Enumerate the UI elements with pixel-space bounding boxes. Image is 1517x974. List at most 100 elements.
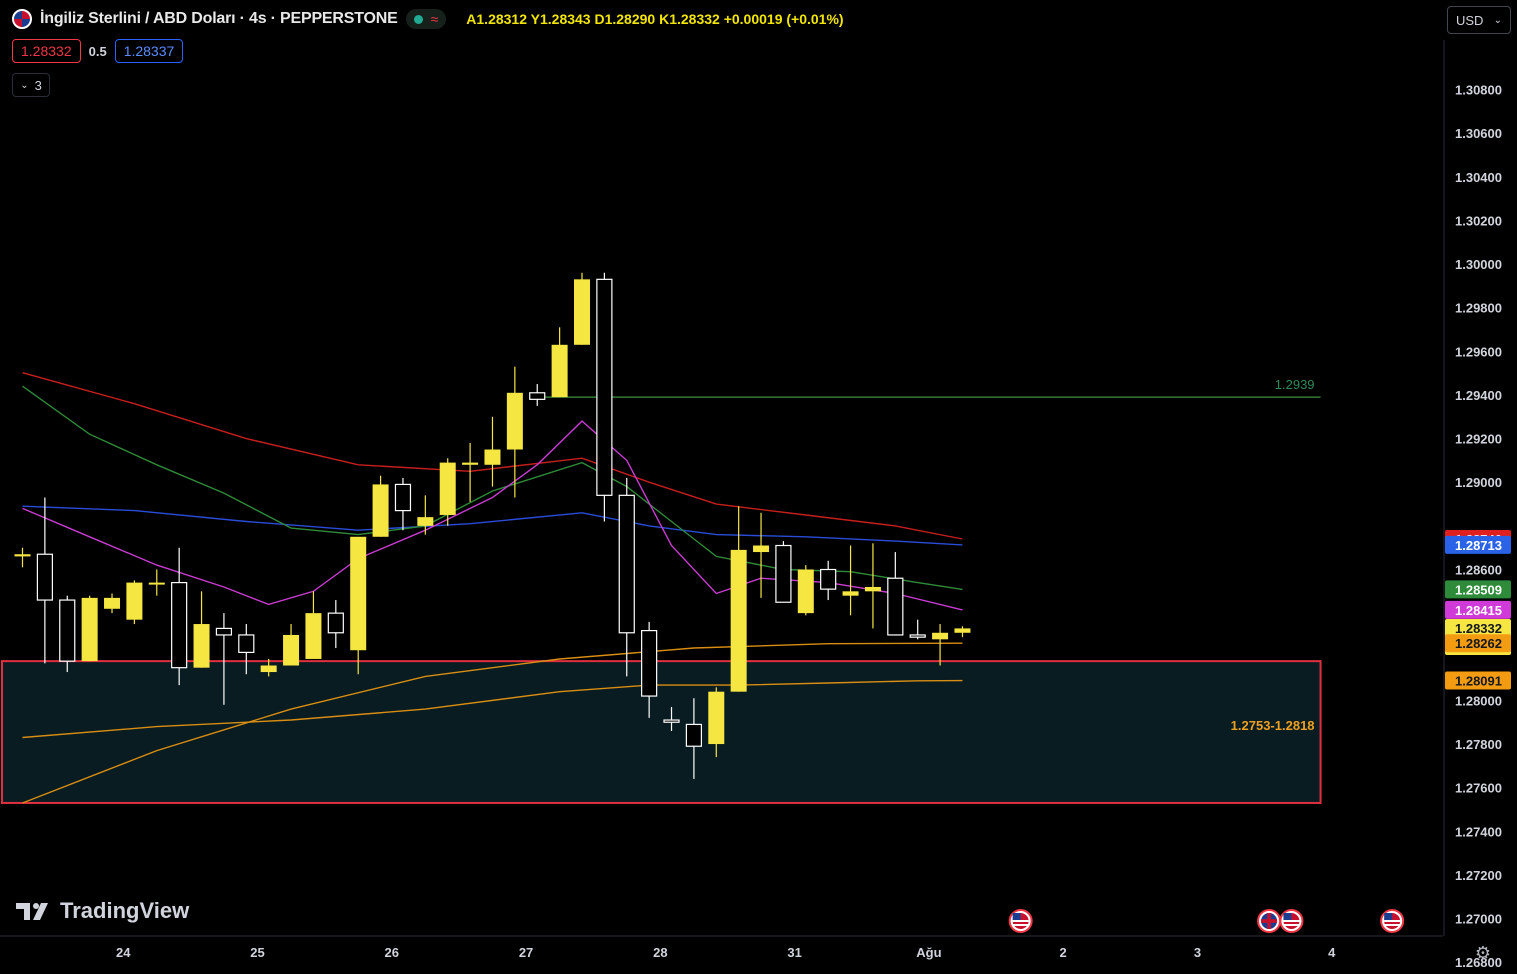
candle[interactable] bbox=[36, 497, 53, 664]
candle[interactable] bbox=[350, 536, 367, 675]
candle[interactable] bbox=[641, 621, 658, 718]
candle[interactable] bbox=[551, 327, 568, 398]
candle[interactable] bbox=[753, 512, 770, 598]
candle-body bbox=[283, 634, 300, 666]
candle[interactable] bbox=[81, 595, 98, 662]
candle[interactable] bbox=[864, 543, 881, 629]
buy-button[interactable]: 1.28337 bbox=[114, 39, 184, 63]
candle[interactable] bbox=[887, 552, 904, 636]
currency-value: USD bbox=[1456, 12, 1484, 28]
candle[interactable] bbox=[126, 580, 143, 625]
candle[interactable] bbox=[506, 366, 523, 498]
candle-body bbox=[104, 597, 121, 609]
candle[interactable] bbox=[372, 475, 389, 537]
candle[interactable] bbox=[484, 416, 501, 487]
candle[interactable] bbox=[104, 593, 121, 614]
candle[interactable] bbox=[909, 619, 926, 640]
time-tick-label: 24 bbox=[116, 945, 131, 960]
price-tick-label: 1.30200 bbox=[1455, 213, 1502, 228]
candle[interactable] bbox=[305, 591, 322, 659]
candle[interactable] bbox=[439, 458, 456, 526]
symbol-title[interactable]: İngiliz Sterlini / ABD Doları · 4s · PEP… bbox=[40, 10, 398, 27]
market-open-dot-icon bbox=[413, 14, 423, 24]
candle[interactable] bbox=[842, 545, 859, 616]
candle-body bbox=[708, 691, 725, 745]
us-flag-icon[interactable] bbox=[1380, 909, 1405, 933]
price-tick-label: 1.29600 bbox=[1455, 344, 1502, 359]
price-axis-tag bbox=[1445, 535, 1511, 554]
candle-body bbox=[394, 483, 412, 512]
candle[interactable] bbox=[260, 658, 277, 677]
candle-body bbox=[439, 462, 456, 515]
price-tick-label: 1.27600 bbox=[1455, 781, 1502, 796]
price-axis-tag-value: 1.28509 bbox=[1455, 582, 1502, 597]
candle[interactable] bbox=[954, 626, 971, 638]
sell-button[interactable]: 1.28332 bbox=[12, 39, 81, 63]
candle[interactable] bbox=[685, 698, 703, 779]
time-tick-label: 28 bbox=[653, 945, 667, 960]
candle[interactable] bbox=[394, 477, 412, 531]
candle[interactable] bbox=[708, 687, 725, 758]
tradingview-mark-icon bbox=[16, 903, 48, 920]
demand-zone[interactable] bbox=[1, 660, 1322, 804]
candle-body bbox=[685, 723, 703, 747]
candle-body bbox=[842, 591, 859, 596]
price-tick-label: 1.30600 bbox=[1455, 126, 1502, 141]
candle[interactable] bbox=[574, 272, 590, 345]
candle[interactable] bbox=[417, 495, 434, 535]
candle[interactable] bbox=[596, 272, 613, 522]
spread-value: 0.5 bbox=[88, 43, 107, 59]
candle[interactable] bbox=[193, 591, 210, 668]
candle[interactable] bbox=[171, 547, 188, 686]
price-axis-tag bbox=[1445, 671, 1511, 690]
candle[interactable] bbox=[932, 624, 949, 666]
price-tick-label: 1.27800 bbox=[1455, 737, 1502, 752]
gear-icon[interactable]: ⚙ bbox=[1474, 942, 1492, 963]
candle-body bbox=[462, 462, 479, 465]
candle[interactable] bbox=[59, 595, 76, 673]
price-axis-tag bbox=[1445, 580, 1511, 599]
candle-body bbox=[305, 613, 322, 659]
symbol-header[interactable]: İngiliz Sterlini / ABD Doları · 4s · PEP… bbox=[12, 8, 844, 30]
candle-body bbox=[797, 569, 814, 614]
resistance-label: 1.2939 bbox=[1275, 377, 1315, 392]
candle[interactable] bbox=[238, 624, 255, 675]
candle-body bbox=[506, 392, 523, 450]
candle-body bbox=[260, 665, 277, 673]
candle-body bbox=[14, 554, 31, 557]
candle[interactable] bbox=[618, 477, 635, 677]
wave-icon: ≈ bbox=[430, 11, 439, 27]
uk-flag-icon[interactable] bbox=[1257, 909, 1282, 933]
tradingview-logo[interactable]: TradingView bbox=[16, 898, 189, 924]
us-flag-icon[interactable] bbox=[1279, 909, 1304, 933]
candle[interactable] bbox=[462, 442, 479, 502]
currency-select[interactable]: USD ⌄ bbox=[1447, 6, 1511, 34]
price-axis-tag bbox=[1445, 600, 1511, 619]
event-flag-stripe bbox=[1012, 924, 1029, 926]
candle-body bbox=[529, 392, 546, 400]
candle-body bbox=[215, 627, 233, 636]
ema-line-1 bbox=[22, 372, 963, 540]
candle[interactable] bbox=[820, 560, 837, 601]
candle[interactable] bbox=[797, 565, 814, 616]
candle[interactable] bbox=[283, 624, 300, 666]
us-flag-icon[interactable] bbox=[1008, 909, 1033, 933]
candle[interactable] bbox=[529, 384, 546, 406]
candle[interactable] bbox=[663, 706, 680, 731]
chevron-down-icon: ⌄ bbox=[1493, 14, 1502, 26]
price-tick-label: 1.27000 bbox=[1455, 912, 1502, 927]
candle[interactable] bbox=[148, 569, 165, 596]
zone-label: 1.2753-1.2818 bbox=[1231, 718, 1315, 733]
candle-body bbox=[618, 494, 635, 634]
indicators-toggle-button[interactable]: ⌄ 3 bbox=[12, 73, 50, 97]
candle[interactable] bbox=[730, 506, 747, 692]
market-status[interactable]: ≈ bbox=[405, 9, 447, 29]
candle-body bbox=[932, 632, 949, 640]
candle[interactable] bbox=[327, 600, 344, 649]
candle[interactable] bbox=[775, 541, 792, 603]
candle[interactable] bbox=[215, 613, 233, 705]
ema-line-6 bbox=[22, 679, 963, 739]
price-tick-label: 1.30000 bbox=[1455, 257, 1502, 272]
candle[interactable] bbox=[14, 547, 31, 568]
